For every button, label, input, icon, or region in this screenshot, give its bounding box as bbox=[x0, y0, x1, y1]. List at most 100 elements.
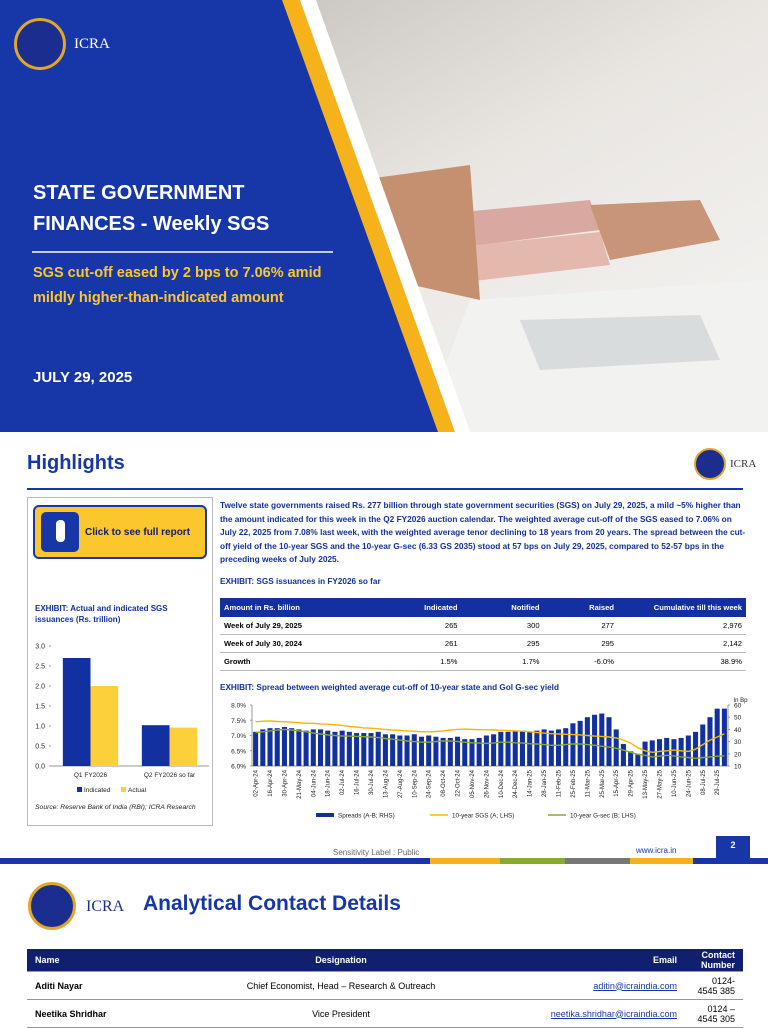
chart: EXHIBIT: Spread between weighted average… bbox=[220, 683, 748, 820]
x-tick-label: 22-Oct-24 bbox=[456, 769, 462, 796]
y-tick-label: 3.0 bbox=[35, 644, 45, 651]
td: 295 bbox=[461, 634, 544, 653]
bar bbox=[491, 734, 497, 766]
issuance-table: Amount in Rs. billion Indicated Notified Ra… bbox=[220, 598, 746, 671]
bar bbox=[62, 658, 91, 766]
x-tick-label: 26-Nov-24 bbox=[484, 769, 490, 798]
highlights-title: Highlights bbox=[27, 452, 125, 474]
y2-tick-label: 20 bbox=[734, 751, 742, 758]
th: Email bbox=[509, 949, 685, 972]
hand bbox=[590, 200, 720, 260]
y2-tick-label: 30 bbox=[734, 739, 742, 746]
x-tick-label: Q1 FY2026 bbox=[74, 772, 108, 779]
y-tick-label: 1.5 bbox=[35, 704, 45, 711]
th: Notified bbox=[461, 598, 544, 617]
bar bbox=[642, 741, 648, 766]
legend-label: 10-year SGS (A; LHS) bbox=[452, 813, 514, 820]
td: Chief Economist, Head – Research & Outre… bbox=[173, 971, 509, 1000]
td: Neetika Shridhar bbox=[27, 999, 173, 1028]
bar bbox=[397, 735, 403, 766]
td: 0124- 4545 385 bbox=[685, 971, 743, 1000]
line bbox=[255, 728, 725, 760]
y2-tick-label: 50 bbox=[734, 715, 742, 722]
bar bbox=[440, 737, 446, 766]
x-tick-label: 21-May-24 bbox=[297, 769, 303, 798]
x-tick-label: 02-Jul-24 bbox=[340, 769, 346, 795]
bar bbox=[404, 735, 410, 766]
bar bbox=[296, 729, 302, 766]
cover-title: STATE GOVERNMENT FINANCES - Weekly SGS bbox=[33, 182, 270, 235]
cover-band bbox=[0, 0, 438, 432]
hand-icon bbox=[41, 512, 79, 552]
x-tick-label: 04-Jun-24 bbox=[311, 769, 317, 797]
x-tick-label: Q2 FY2026 so far bbox=[144, 772, 196, 779]
td: Week of July 29, 2025 bbox=[220, 617, 368, 635]
x-tick-label: 16-Apr-24 bbox=[268, 769, 274, 796]
stripe bbox=[296, 0, 470, 432]
td: Week of July 30, 2024 bbox=[220, 634, 368, 653]
y-tick-label: 0.0 bbox=[35, 764, 45, 771]
bar bbox=[332, 731, 338, 766]
cover-art bbox=[0, 0, 768, 432]
bar bbox=[310, 729, 316, 766]
td: 261 bbox=[368, 634, 462, 653]
bar bbox=[707, 717, 713, 766]
y2-tick-label: 60 bbox=[734, 703, 742, 710]
x-tick-label: 28-Jan-25 bbox=[542, 769, 548, 797]
x-tick-label: 15-Apr-25 bbox=[614, 769, 620, 796]
bar bbox=[169, 727, 198, 766]
website: www.icra.in bbox=[636, 846, 677, 855]
bar bbox=[447, 737, 453, 766]
bar bbox=[548, 730, 554, 766]
logo bbox=[28, 882, 76, 930]
legend-swatch bbox=[121, 787, 126, 792]
legend-label: Indicated bbox=[84, 787, 111, 794]
th: Cumulative till this week bbox=[618, 598, 746, 617]
bar bbox=[390, 734, 396, 766]
legend-label: Spreads (A-B; RHS) bbox=[338, 813, 395, 820]
td: Vice President bbox=[173, 999, 509, 1028]
email[interactable]: aditin@icraindia.com bbox=[509, 971, 685, 1000]
bar bbox=[512, 730, 518, 766]
bar bbox=[289, 728, 295, 766]
button-label: Click to see full report bbox=[85, 527, 191, 538]
bar bbox=[368, 733, 374, 766]
bar bbox=[418, 736, 425, 766]
y2-tick-label: 10 bbox=[734, 764, 742, 771]
bar bbox=[635, 753, 641, 766]
y-tick-label: 0.5 bbox=[35, 744, 45, 751]
td: -6.0% bbox=[543, 652, 618, 671]
y-tick-label: 7.5% bbox=[231, 718, 246, 725]
y-tick-label: 8.0% bbox=[231, 703, 246, 710]
logo-text: ICRA bbox=[86, 898, 125, 915]
bar bbox=[555, 729, 562, 766]
logo-text: ICRA bbox=[730, 458, 757, 470]
x-tick-label: 10-Sep-24 bbox=[412, 769, 418, 798]
email[interactable]: neetika.shridhar@icraindia.com bbox=[509, 999, 685, 1028]
bar bbox=[260, 729, 266, 766]
bar bbox=[592, 714, 598, 766]
bar bbox=[649, 740, 655, 766]
x-tick-label: 24-Sep-24 bbox=[427, 769, 433, 798]
x-tick-label: 30-Jul-24 bbox=[369, 769, 375, 795]
x-tick-label: 13-May-25 bbox=[643, 769, 649, 798]
bar bbox=[375, 731, 381, 766]
x-tick-label: 13-Aug-24 bbox=[383, 769, 389, 798]
x-tick-label: 08-Oct-24 bbox=[441, 769, 447, 796]
x-tick-label: 24-Dec-24 bbox=[513, 769, 519, 798]
bar bbox=[346, 731, 352, 766]
bar bbox=[274, 728, 280, 766]
th: Name bbox=[27, 949, 173, 972]
logo bbox=[694, 448, 726, 480]
th: Raised bbox=[543, 598, 618, 617]
report-button[interactable]: Click to see full report bbox=[33, 505, 207, 559]
y-tick-label: 6.0% bbox=[231, 764, 246, 771]
keyboard bbox=[520, 315, 720, 370]
x-tick-label: 29-Jul-25 bbox=[715, 769, 721, 795]
td: 277 bbox=[543, 617, 618, 635]
x-tick-label: 25-Mar-25 bbox=[600, 769, 606, 797]
y2-tick-label: 40 bbox=[734, 727, 742, 734]
bar bbox=[267, 728, 273, 766]
bar bbox=[90, 686, 119, 766]
